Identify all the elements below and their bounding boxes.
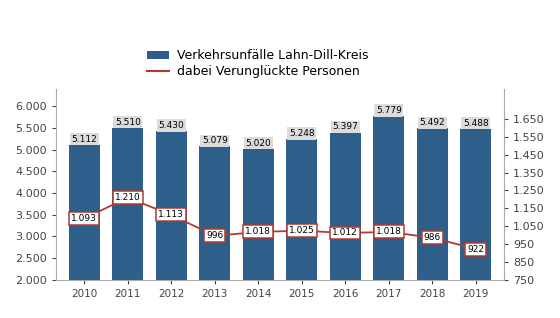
Text: 986: 986: [423, 233, 441, 242]
Bar: [69, 145, 100, 318]
Text: 1.025: 1.025: [289, 226, 315, 235]
dabei Verunglückte Personen: [473, 247, 479, 251]
dabei Verunglückte Personen: [429, 236, 436, 239]
Text: 5.397: 5.397: [332, 122, 358, 131]
Text: 1.018: 1.018: [376, 227, 402, 236]
Text: 5.020: 5.020: [245, 139, 271, 148]
Bar: [460, 128, 491, 318]
Bar: [242, 149, 274, 318]
Text: 5.112: 5.112: [71, 135, 97, 144]
Text: 5.488: 5.488: [463, 119, 489, 128]
dabei Verunglückte Personen: [168, 213, 175, 217]
Text: 5.492: 5.492: [419, 118, 445, 127]
Bar: [373, 116, 404, 318]
Legend: Verkehrsunfälle Lahn-Dill-Kreis, dabei Verunglückte Personen: Verkehrsunfälle Lahn-Dill-Kreis, dabei V…: [144, 47, 371, 81]
Bar: [199, 146, 230, 318]
dabei Verunglückte Personen: [81, 217, 87, 220]
Bar: [112, 128, 143, 318]
Text: 5.430: 5.430: [158, 121, 184, 130]
Bar: [286, 139, 318, 318]
Bar: [156, 131, 187, 318]
Text: 1.012: 1.012: [333, 229, 358, 238]
Text: 1.113: 1.113: [158, 211, 184, 219]
Text: 996: 996: [206, 232, 223, 240]
Text: 922: 922: [467, 245, 484, 253]
Bar: [330, 133, 361, 318]
Line: dabei Verunglückte Personen: dabei Verunglückte Personen: [82, 195, 478, 252]
Text: 5.079: 5.079: [202, 136, 228, 145]
dabei Verunglückte Personen: [298, 229, 305, 232]
dabei Verunglückte Personen: [124, 196, 131, 199]
dabei Verunglückte Personen: [342, 231, 349, 235]
Text: 1.018: 1.018: [245, 227, 271, 236]
Bar: [417, 128, 448, 318]
dabei Verunglückte Personen: [211, 234, 218, 238]
dabei Verunglückte Personen: [385, 230, 392, 234]
Text: 5.248: 5.248: [289, 129, 315, 138]
Text: 1.210: 1.210: [115, 193, 141, 202]
dabei Verunglückte Personen: [255, 230, 262, 234]
Text: 1.093: 1.093: [71, 214, 97, 223]
Text: 5.779: 5.779: [376, 106, 402, 115]
Text: 5.510: 5.510: [115, 118, 141, 127]
